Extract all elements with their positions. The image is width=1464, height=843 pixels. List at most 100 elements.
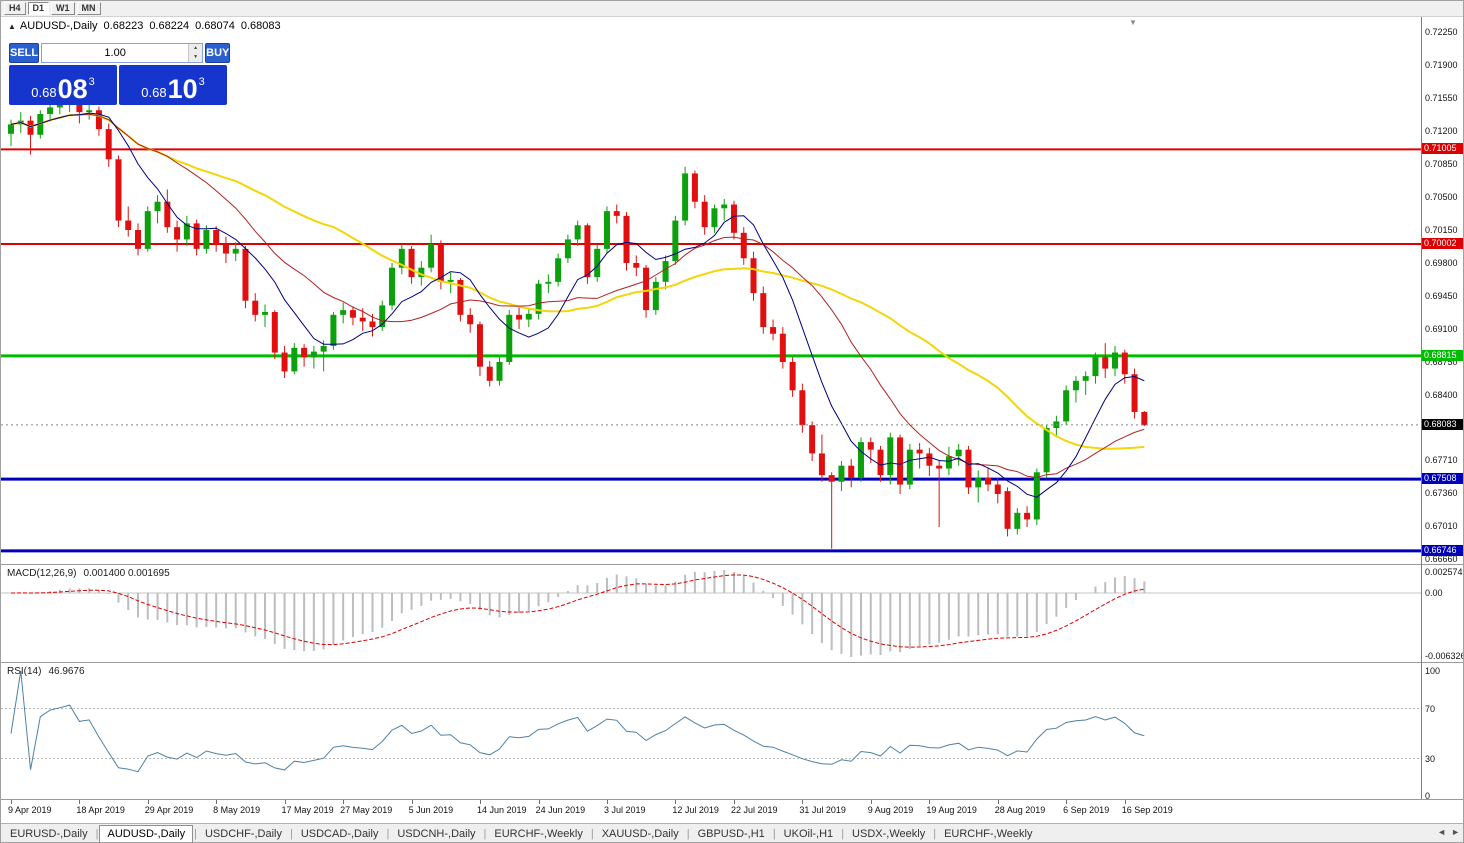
date-label: 8 May 2019 <box>213 805 261 815</box>
candle <box>955 444 962 466</box>
candle <box>174 220 181 252</box>
ma-line-8 <box>10 112 1145 498</box>
date-tick <box>147 800 149 804</box>
candle <box>691 170 698 209</box>
candle <box>144 206 151 252</box>
tab-usdcad-daily[interactable]: USDCAD-,Daily <box>300 828 379 840</box>
date-tick <box>411 800 413 804</box>
tab-audusd-daily[interactable]: AUDUSD-,Daily <box>99 825 194 842</box>
candle <box>652 277 659 315</box>
tab-separator: | <box>590 828 594 840</box>
tab-eurusd-daily[interactable]: EURUSD-,Daily <box>10 828 88 840</box>
candle <box>1024 506 1031 527</box>
date-tick <box>479 800 481 804</box>
tab-gbpusd-h1[interactable]: GBPUSD-,H1 <box>697 828 765 840</box>
candle <box>711 204 718 233</box>
candle <box>809 421 816 461</box>
timeframe-button-mn[interactable]: MN <box>76 2 101 15</box>
price-chart-canvas[interactable] <box>1 17 1421 564</box>
timeframe-button-d1[interactable]: D1 <box>27 2 50 15</box>
candle <box>887 432 894 485</box>
tab-usdchf-daily[interactable]: USDCHF-,Daily <box>204 828 282 840</box>
date-tick <box>1066 800 1068 804</box>
candle <box>613 204 620 224</box>
tab-separator: | <box>772 828 776 840</box>
hline-price-label: 0.70002 <box>1422 237 1463 249</box>
chart-expand-icon[interactable]: ▲ <box>8 22 16 31</box>
macd-signal-line <box>10 574 1145 648</box>
candle <box>594 244 601 282</box>
candle <box>750 251 757 301</box>
macd-axis-label: 0.002574 <box>1425 567 1463 577</box>
buy-price-big: 10 <box>167 74 198 104</box>
tab-xauusd-daily[interactable]: XAUUSD-,Daily <box>601 828 679 840</box>
candle <box>877 445 884 482</box>
candle <box>838 460 845 492</box>
buy-button[interactable]: BUY <box>205 43 231 63</box>
chart-tab-bar: EURUSD-,Daily | AUDUSD-,Daily | USDCHF-,Dail… <box>1 823 1463 842</box>
rsi-label: RSI(14) 46.9676 <box>7 666 85 677</box>
volume-up-icon[interactable]: ▲ <box>189 44 203 53</box>
candle <box>135 223 142 256</box>
candle <box>340 302 347 324</box>
candle <box>1141 411 1148 427</box>
tab-separator: | <box>483 828 487 840</box>
pane-divider[interactable] <box>1 662 1463 663</box>
date-label: 14 Jun 2019 <box>476 805 527 815</box>
tab-separator: | <box>194 828 197 840</box>
candle <box>349 306 356 326</box>
price-tick: 0.69450 <box>1425 290 1458 301</box>
date-tick <box>929 800 931 804</box>
price-tick: 0.70150 <box>1425 224 1458 235</box>
date-tick <box>675 800 677 804</box>
volume-down-icon[interactable]: ▼ <box>189 53 203 62</box>
candle <box>1014 508 1021 535</box>
tab-nav-left-icon[interactable]: ◄ <box>1437 827 1447 837</box>
candle <box>476 321 483 377</box>
chart-shift-marker-icon[interactable]: ▼ <box>1129 18 1137 27</box>
candle <box>770 319 777 341</box>
candle <box>857 437 864 482</box>
ma-line-34 <box>10 113 1145 450</box>
tab-eurchf-weekly[interactable]: EURCHF-,Weekly <box>944 828 1033 840</box>
candle <box>936 460 943 527</box>
tab-nav: ◄ ► <box>1437 827 1460 837</box>
date-label: 28 Aug 2019 <box>994 805 1046 815</box>
date-label: 31 Jul 2019 <box>799 805 846 815</box>
candle <box>760 286 767 334</box>
price-tick: 0.70500 <box>1425 191 1458 202</box>
candle <box>467 308 474 333</box>
candle <box>965 445 972 494</box>
candle <box>848 459 855 488</box>
tab-nav-right-icon[interactable]: ► <box>1451 827 1460 837</box>
candle <box>994 477 1001 504</box>
price-axis[interactable]: 0.72250 0.71900 0.71550 0.71200 0.70850 0.705… <box>1421 17 1463 801</box>
sell-button[interactable]: SELL <box>9 43 40 63</box>
axis-divider <box>1422 662 1463 663</box>
candle <box>916 443 923 469</box>
tab-usdcnh-daily[interactable]: USDCNH-,Daily <box>397 828 476 840</box>
candle <box>271 310 278 360</box>
buy-price-sup: 3 <box>198 76 205 88</box>
candle <box>105 123 112 167</box>
candle <box>301 344 308 367</box>
pane-divider[interactable] <box>1 564 1463 565</box>
macd-label: MACD(12,26,9) 0.001400 0.001695 <box>7 568 170 579</box>
macd-values: 0.001400 0.001695 <box>83 568 170 579</box>
volume-input[interactable] <box>42 44 189 62</box>
sell-price-box[interactable]: 0.68 08 3 <box>9 65 117 105</box>
price-tick: 0.66660 <box>1425 554 1458 565</box>
candle <box>232 242 239 262</box>
tab-eurchf-weekly[interactable]: EURCHF-,Weekly <box>494 828 583 840</box>
buy-price-box[interactable]: 0.68 10 3 <box>119 65 227 105</box>
candle <box>662 255 669 290</box>
tab-ukoil-h1[interactable]: UKOil-,H1 <box>783 828 834 840</box>
macd-name: MACD(12,26,9) <box>7 568 77 579</box>
tab-usdx-weekly[interactable]: USDX-,Weekly <box>852 828 926 840</box>
candle <box>252 293 259 322</box>
candle <box>1112 345 1119 377</box>
timeframe-button-w1[interactable]: W1 <box>51 2 75 15</box>
date-axis[interactable]: 9 Apr 2019 18 Apr 2019 29 Apr 2019 8 May 20… <box>1 800 1421 819</box>
timeframe-button-h4[interactable]: H4 <box>4 2 26 15</box>
